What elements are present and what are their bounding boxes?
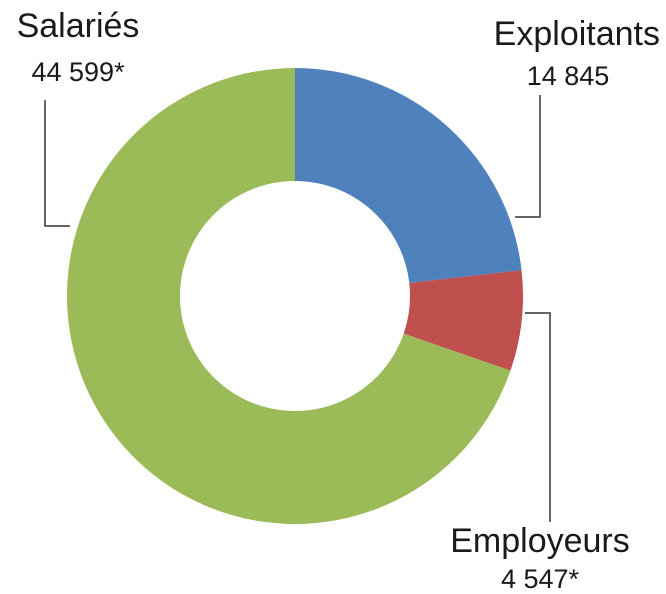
- value-label: 44 599*: [31, 57, 125, 87]
- value-label: 4 547*: [501, 564, 580, 594]
- slice-label: Exploitants: [494, 15, 660, 53]
- slice-label: Employeurs: [450, 522, 630, 560]
- leader-line: [525, 312, 551, 522]
- slice-label: Salariés: [17, 7, 140, 45]
- slice: [67, 68, 511, 524]
- slice: [295, 68, 522, 284]
- slice: [403, 270, 523, 371]
- leader-line: [515, 95, 541, 218]
- leader-line: [44, 100, 70, 227]
- value-label: 14 845: [527, 61, 610, 91]
